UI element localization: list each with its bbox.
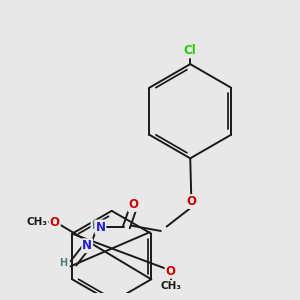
Text: O: O — [128, 198, 138, 211]
Text: CH₃: CH₃ — [160, 281, 181, 291]
Text: O: O — [186, 195, 196, 208]
Text: CH₃: CH₃ — [27, 217, 48, 227]
Text: H: H — [59, 258, 67, 268]
Text: N: N — [95, 220, 105, 233]
Text: O: O — [166, 265, 176, 278]
Text: O: O — [50, 216, 60, 229]
Text: H: H — [92, 221, 100, 231]
Text: Cl: Cl — [184, 44, 197, 57]
Text: N: N — [82, 239, 92, 252]
